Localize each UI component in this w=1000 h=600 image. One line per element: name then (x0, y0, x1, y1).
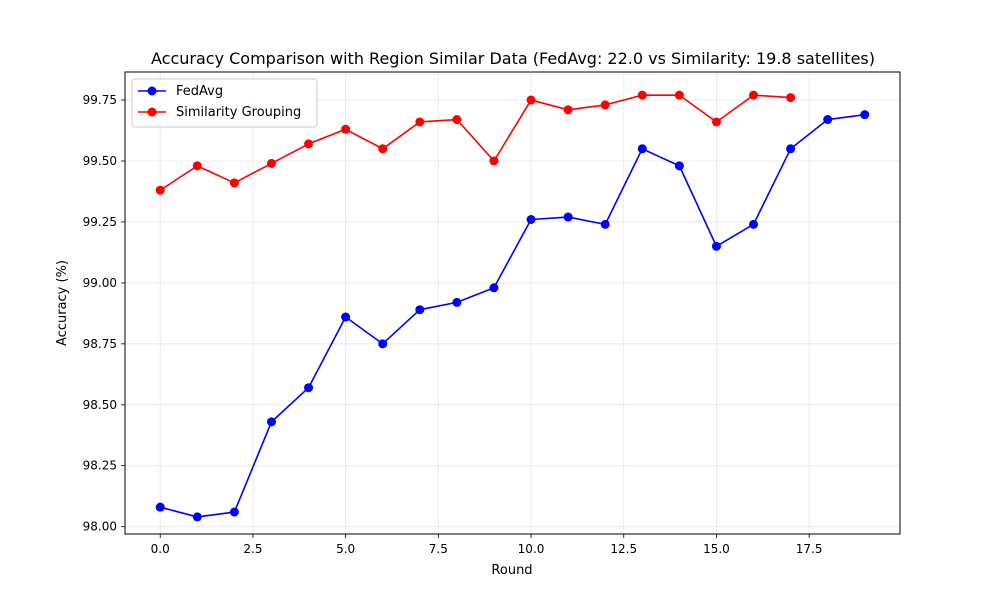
data-point-similarity-grouping (674, 90, 684, 100)
data-point-fedavg (452, 297, 462, 307)
data-point-fedavg (266, 417, 276, 427)
x-axis: 0.0 2.5 5.0 7.5 10.0 12.5 15.0 17.5 (151, 534, 823, 556)
y-tick-label: 99.00 (83, 276, 117, 290)
data-point-similarity-grouping (266, 158, 276, 168)
x-tick-label: 7.5 (429, 542, 448, 556)
data-point-fedavg (229, 507, 239, 517)
data-point-fedavg (786, 144, 796, 154)
y-tick-label: 99.50 (83, 154, 117, 168)
series-line-similarity-grouping (159, 94, 791, 191)
grid-lines (125, 72, 900, 534)
data-point-fedavg (600, 219, 610, 229)
data-point-fedavg (489, 283, 499, 293)
series-similarity-grouping (155, 90, 796, 195)
series-line-fedavg (160, 113, 865, 518)
legend-marker-fedavg (147, 86, 157, 96)
data-point-similarity-grouping (526, 95, 536, 105)
x-tick-label: 10.0 (518, 542, 545, 556)
data-point-similarity-grouping (155, 185, 165, 195)
data-point-similarity-grouping (711, 117, 721, 127)
data-point-similarity-grouping (786, 93, 796, 103)
data-point-similarity-grouping (563, 105, 573, 115)
data-point-fedavg (823, 115, 833, 125)
data-point-similarity-grouping (304, 139, 314, 149)
data-point-similarity-grouping (749, 90, 759, 100)
data-point-fedavg (192, 512, 202, 522)
legend-label-fedavg: FedAvg (176, 84, 223, 99)
x-axis-label: Round (491, 563, 532, 578)
y-tick-label: 98.75 (83, 337, 117, 351)
y-axis-label: Accuracy (%) (55, 260, 70, 346)
data-point-fedavg (637, 144, 647, 154)
data-point-fedavg (563, 212, 573, 222)
legend-marker-similarity (147, 107, 157, 117)
y-tick-label: 98.50 (83, 398, 117, 412)
series-layer (155, 90, 870, 522)
data-point-fedavg (526, 214, 536, 224)
data-point-fedavg (304, 383, 314, 393)
data-point-fedavg (341, 312, 351, 322)
legend: FedAvg Similarity Grouping (131, 78, 318, 128)
data-point-fedavg (860, 110, 870, 120)
series-fedavg (155, 110, 870, 522)
plot-frame (124, 71, 901, 535)
x-tick-label: 2.5 (243, 542, 262, 556)
data-point-similarity-grouping (341, 124, 351, 134)
y-tick-label: 98.25 (83, 459, 117, 473)
y-tick-label: 99.25 (83, 215, 117, 229)
data-point-similarity-grouping (637, 90, 647, 100)
data-point-fedavg (749, 219, 759, 229)
data-point-fedavg (674, 161, 684, 171)
data-point-similarity-grouping (600, 100, 610, 110)
y-tick-label: 98.00 (83, 520, 117, 534)
y-axis: 98.00 98.25 98.50 98.75 99.00 99.25 99.50 99.75 (83, 93, 125, 534)
x-tick-label: 17.5 (796, 542, 823, 556)
chart-title: Accuracy Comparison with Region Similar … (151, 49, 875, 68)
data-point-fedavg (155, 502, 165, 512)
data-point-similarity-grouping (378, 144, 388, 154)
data-point-fedavg (378, 339, 388, 349)
data-point-fedavg (415, 305, 425, 315)
data-point-similarity-grouping (415, 117, 425, 127)
x-tick-label: 0.0 (151, 542, 170, 556)
x-tick-label: 15.0 (703, 542, 730, 556)
legend-box (131, 78, 318, 128)
x-tick-label: 12.5 (610, 542, 637, 556)
data-point-similarity-grouping (452, 115, 462, 125)
legend-label-similarity: Similarity Grouping (176, 105, 301, 120)
data-point-similarity-grouping (489, 156, 499, 166)
data-point-similarity-grouping (192, 161, 202, 171)
y-tick-label: 99.75 (83, 93, 117, 107)
x-tick-label: 5.0 (336, 542, 355, 556)
data-point-fedavg (711, 241, 721, 251)
data-point-similarity-grouping (229, 178, 239, 188)
